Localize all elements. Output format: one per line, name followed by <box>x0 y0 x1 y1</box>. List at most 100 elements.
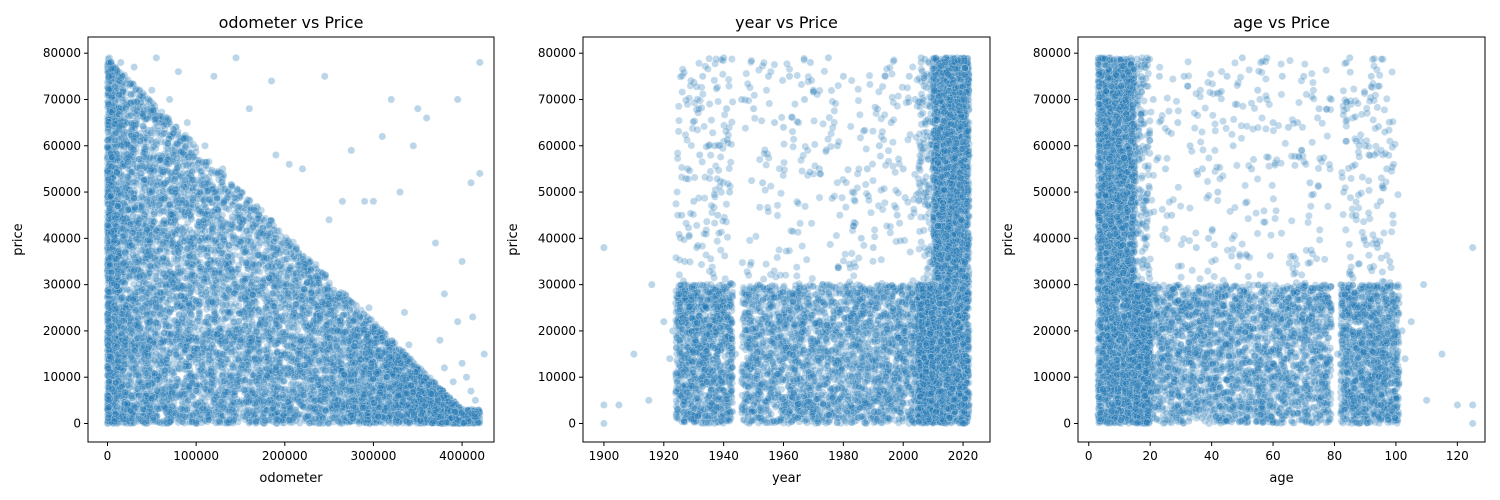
scatter-point <box>369 405 378 414</box>
scatter-point <box>185 387 194 396</box>
scatter-point <box>113 387 121 396</box>
scatter-point <box>228 387 237 396</box>
scatter-point <box>444 404 453 413</box>
scatter-point <box>192 337 201 346</box>
scatter-point <box>342 327 350 335</box>
scatter-point <box>195 312 204 321</box>
scatter-point <box>405 410 413 419</box>
scatter-point <box>225 406 233 414</box>
scatter-point <box>146 380 155 388</box>
scatter-point <box>116 69 125 77</box>
scatter-point <box>217 408 225 417</box>
scatter-point <box>112 361 121 370</box>
scatter-point <box>104 189 113 198</box>
scatter-point <box>174 67 183 76</box>
scatter-point <box>417 395 426 404</box>
scatter-point <box>205 319 213 328</box>
scatter-point <box>236 188 245 196</box>
scatter-point <box>282 282 291 290</box>
scatter-point <box>334 396 342 405</box>
scatter-point <box>162 275 170 284</box>
scatter-point <box>299 346 308 355</box>
scatter-point <box>223 337 231 346</box>
scatter-point <box>274 313 283 322</box>
scatter-point <box>167 233 176 241</box>
scatter-point <box>396 188 404 196</box>
scatter-point <box>162 293 171 302</box>
scatter-point <box>104 350 112 359</box>
scatter-point <box>208 228 217 237</box>
scatter-point <box>197 406 205 415</box>
scatter-point <box>139 234 147 243</box>
scatter-point <box>448 405 456 414</box>
scatter-point <box>113 324 122 333</box>
scatter-point <box>475 58 484 67</box>
scatter-point <box>237 377 245 385</box>
scatter-point <box>440 390 449 398</box>
scatter-point <box>216 249 225 258</box>
scatter-point <box>467 387 475 395</box>
scatter-point <box>392 365 401 374</box>
scatter-point <box>246 344 255 352</box>
scatter-point <box>214 187 223 196</box>
scatter-point <box>294 354 302 363</box>
scatter-point <box>182 285 191 293</box>
scatter-point <box>148 230 157 238</box>
scatter-point <box>329 364 338 372</box>
scatter-point <box>122 100 131 108</box>
scatter-point <box>176 280 184 289</box>
scatter-point <box>260 251 269 260</box>
scatter-point <box>275 329 284 338</box>
scatter-point <box>139 397 148 405</box>
scatter-point <box>391 404 400 413</box>
scatter-point <box>173 292 181 300</box>
scatter-point <box>416 391 425 400</box>
scatter-point <box>238 356 247 364</box>
scatter-point <box>267 77 276 85</box>
scatter-point <box>160 166 169 174</box>
scatter-point <box>245 104 254 113</box>
scatter-point <box>405 340 413 349</box>
scatter-point <box>185 333 193 342</box>
scatter-point <box>374 384 383 393</box>
scatter-point <box>336 317 345 325</box>
scatter-point <box>165 378 173 386</box>
scatter-point <box>258 251 266 259</box>
scatter-point <box>116 171 125 180</box>
scatter-point <box>315 282 324 291</box>
scatter-point <box>109 401 117 409</box>
scatter-point <box>130 154 138 162</box>
scatter-point <box>103 419 112 428</box>
scatter-point <box>175 158 184 167</box>
scatter-point <box>110 317 119 326</box>
scatter-point <box>151 102 159 110</box>
scatter-point <box>109 179 118 188</box>
scatter-point <box>104 410 113 419</box>
scatter-point <box>118 162 126 170</box>
scatter-point <box>440 290 449 298</box>
scatter-point <box>131 169 140 178</box>
scatter-point <box>361 400 369 408</box>
scatter-point <box>166 185 175 194</box>
scatter-point <box>463 419 471 427</box>
scatter-point <box>437 416 446 425</box>
scatter-point <box>164 309 172 318</box>
scatter-point <box>229 231 238 240</box>
scatter-point <box>105 229 113 238</box>
scatter-point <box>386 408 395 417</box>
scatter-point <box>183 185 192 194</box>
scatter-point <box>455 415 463 424</box>
scatter-point <box>276 336 285 345</box>
scatter-point <box>366 412 375 421</box>
scatter-point <box>103 103 112 111</box>
scatter-point <box>303 322 311 331</box>
scatter-point <box>103 172 112 181</box>
scatter-point <box>211 418 220 427</box>
scatter-point <box>475 410 484 419</box>
scatter-point <box>104 276 112 284</box>
scatter-point <box>453 409 462 418</box>
scatter-point <box>467 412 476 420</box>
scatter-point <box>109 340 118 348</box>
scatter-point <box>324 406 332 415</box>
scatter-point <box>162 193 171 202</box>
